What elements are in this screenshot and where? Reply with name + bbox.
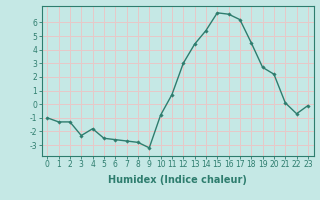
X-axis label: Humidex (Indice chaleur): Humidex (Indice chaleur) bbox=[108, 175, 247, 185]
